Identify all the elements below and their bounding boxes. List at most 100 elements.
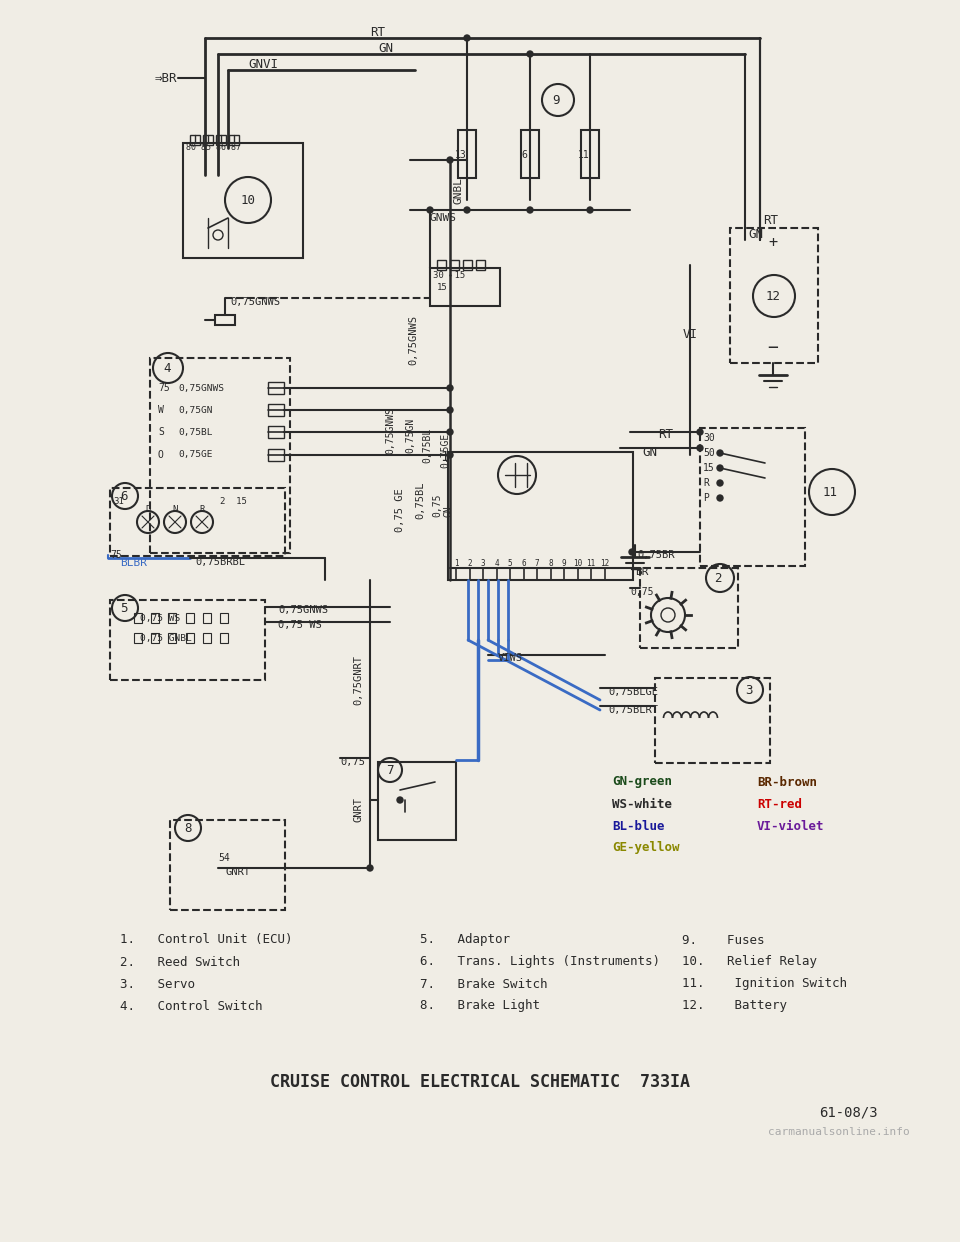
Circle shape [717, 479, 723, 486]
Text: GNVI: GNVI [248, 58, 278, 72]
Text: 31: 31 [113, 498, 124, 507]
Text: 11: 11 [578, 150, 589, 160]
Text: 11: 11 [823, 486, 838, 498]
Text: RT-red: RT-red [757, 797, 802, 811]
Text: 15: 15 [437, 283, 447, 293]
Circle shape [717, 450, 723, 456]
Text: 2.   Reed Switch: 2. Reed Switch [120, 955, 240, 969]
Text: 0,75BR: 0,75BR [637, 550, 675, 560]
Text: 7: 7 [535, 559, 540, 568]
Text: 0,75 GE: 0,75 GE [395, 488, 405, 532]
Bar [168, 633, 176, 643]
Text: 5.   Adaptor: 5. Adaptor [420, 934, 510, 946]
Text: 3: 3 [745, 683, 753, 697]
Circle shape [697, 445, 703, 451]
Circle shape [527, 51, 533, 57]
Text: 5: 5 [120, 601, 128, 615]
Bar [168, 614, 176, 623]
Circle shape [587, 207, 593, 212]
Bar [268, 404, 284, 416]
Bar [190, 135, 200, 145]
Circle shape [527, 207, 533, 212]
Text: GN: GN [748, 229, 763, 241]
Circle shape [397, 797, 403, 804]
Circle shape [697, 428, 703, 435]
Text: 1: 1 [441, 450, 449, 465]
Text: GNBL: GNBL [453, 176, 463, 204]
Text: 8: 8 [184, 821, 191, 835]
Text: 15: 15 [703, 463, 715, 473]
Text: 3.   Servo: 3. Servo [120, 977, 195, 991]
Bar [450, 260, 459, 270]
Text: 5: 5 [508, 559, 513, 568]
Bar [170, 820, 285, 910]
Text: 0,75BRBL: 0,75BRBL [195, 556, 245, 568]
Text: BR: BR [635, 568, 649, 578]
Text: 10: 10 [241, 194, 256, 206]
Bar [186, 633, 194, 643]
Bar [655, 678, 770, 763]
Text: 3: 3 [481, 559, 486, 568]
Text: ⇒BR: ⇒BR [155, 72, 178, 84]
Text: 0,75 WS: 0,75 WS [278, 620, 322, 630]
Text: 86 87: 86 87 [216, 143, 241, 152]
Text: 30  15: 30 15 [433, 271, 466, 279]
Text: 1.   Control Unit (ECU): 1. Control Unit (ECU) [120, 934, 293, 946]
Text: 8: 8 [548, 559, 553, 568]
Circle shape [447, 156, 453, 163]
Text: 30: 30 [703, 433, 715, 443]
Text: 12.    Battery: 12. Battery [682, 1000, 787, 1012]
Text: GN-green: GN-green [612, 775, 672, 789]
Text: 0,75GNWS: 0,75GNWS [278, 605, 328, 615]
Text: 80 85: 80 85 [186, 143, 211, 152]
Text: GN: GN [642, 446, 657, 458]
Text: 11: 11 [587, 559, 595, 568]
Bar [229, 135, 239, 145]
Bar [220, 614, 228, 623]
Circle shape [717, 465, 723, 471]
Text: +: + [768, 236, 778, 251]
Circle shape [464, 35, 470, 41]
Circle shape [447, 407, 453, 414]
Text: 9: 9 [562, 559, 566, 568]
Circle shape [717, 496, 723, 501]
Bar [110, 488, 285, 556]
Text: 75: 75 [158, 383, 170, 392]
Circle shape [447, 428, 453, 435]
Bar [458, 130, 476, 178]
Text: GNWS: GNWS [430, 212, 457, 224]
Circle shape [629, 549, 635, 555]
Text: 0,75BL: 0,75BL [415, 481, 425, 519]
Text: 61-08/3: 61-08/3 [820, 1105, 878, 1119]
Text: 0,75GNRT: 0,75GNRT [353, 655, 363, 705]
Text: 1: 1 [454, 559, 458, 568]
Bar [378, 763, 456, 840]
Text: BLBR: BLBR [120, 558, 147, 568]
Text: 7.   Brake Switch: 7. Brake Switch [420, 977, 547, 991]
Bar [134, 633, 142, 643]
Circle shape [447, 385, 453, 391]
Text: 50: 50 [703, 448, 715, 458]
Text: 9: 9 [552, 93, 560, 107]
Text: 0,75GNWS: 0,75GNWS [178, 384, 224, 392]
Text: R: R [703, 478, 708, 488]
Text: 6: 6 [521, 150, 527, 160]
Bar [203, 614, 211, 623]
Bar [521, 130, 539, 178]
Bar [151, 633, 159, 643]
Text: 6: 6 [521, 559, 526, 568]
Text: 0,75GNWS: 0,75GNWS [385, 406, 395, 453]
Text: 0,75GE: 0,75GE [178, 451, 212, 460]
Text: RT: RT [763, 214, 778, 226]
Bar [216, 135, 226, 145]
Bar [640, 568, 738, 648]
Text: W: W [158, 405, 164, 415]
Bar [203, 135, 213, 145]
Bar [183, 143, 303, 258]
Text: 0,75BLGE: 0,75BLGE [608, 687, 658, 697]
Text: 4.   Control Switch: 4. Control Switch [120, 1000, 262, 1012]
Bar [437, 260, 446, 270]
Circle shape [447, 452, 453, 458]
Text: GE-yellow: GE-yellow [612, 842, 680, 854]
Text: 2: 2 [468, 559, 471, 568]
